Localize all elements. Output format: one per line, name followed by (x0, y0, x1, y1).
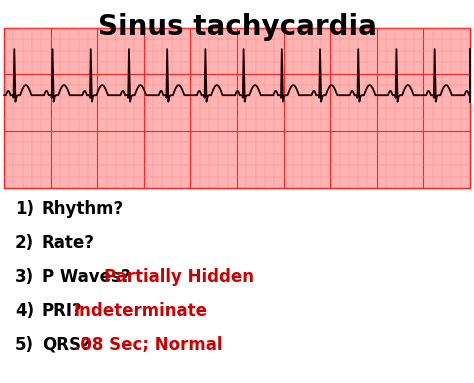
Text: 5): 5) (15, 336, 34, 354)
Text: Partially Hidden: Partially Hidden (104, 268, 254, 286)
Text: 4): 4) (15, 302, 34, 320)
Text: Indeterminate: Indeterminate (74, 302, 208, 320)
Text: 2): 2) (15, 234, 34, 252)
Text: Rate?: Rate? (42, 234, 95, 252)
Bar (4, 28, 470, 188)
Text: 1): 1) (15, 200, 34, 218)
Text: 3): 3) (15, 268, 34, 286)
Text: .08 Sec; Normal: .08 Sec; Normal (74, 336, 222, 354)
Text: PRI?: PRI? (42, 302, 83, 320)
Text: P Waves?: P Waves? (42, 268, 131, 286)
Text: Sinus tachycardia: Sinus tachycardia (98, 13, 376, 41)
Text: QRS?: QRS? (42, 336, 91, 354)
Text: Rhythm?: Rhythm? (42, 200, 124, 218)
